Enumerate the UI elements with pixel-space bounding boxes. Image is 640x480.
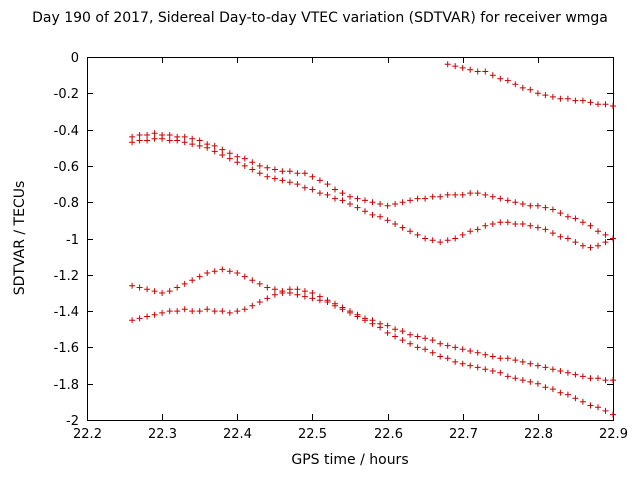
x-tick-label: 22.3 — [148, 427, 177, 442]
x-tick-label: 22.6 — [374, 427, 403, 442]
x-tick-label: 22.8 — [524, 427, 553, 442]
chart-title: Day 190 of 2017, Sidereal Day-to-day VTE… — [32, 10, 608, 26]
y-tick-label: -1.8 — [54, 378, 79, 393]
y-tick-label: -1.6 — [54, 341, 79, 356]
plot-border — [87, 57, 614, 421]
x-tick-label: 22.7 — [449, 427, 478, 442]
y-tick-label: -1.4 — [54, 305, 79, 320]
x-tick-label: 22.2 — [73, 427, 102, 442]
series-track-2-upper — [129, 135, 616, 251]
series-track-4-lower — [129, 286, 616, 418]
y-tick-label: -0.2 — [54, 87, 79, 102]
y-tick-label: -1 — [66, 233, 79, 248]
y-tick-label: -2 — [66, 414, 79, 429]
y-tick-label: -1.2 — [54, 269, 79, 284]
y-tick-label: 0 — [71, 51, 79, 66]
y-tick-label: -0.4 — [54, 124, 79, 139]
x-tick-label: 22.5 — [298, 427, 327, 442]
x-tick-label: 22.9 — [599, 427, 628, 442]
series-track-5-top-right — [444, 61, 616, 109]
y-tick-label: -0.8 — [54, 196, 79, 211]
x-axis-label: GPS time / hours — [291, 452, 409, 468]
series-track-1-upper — [129, 130, 616, 242]
x-tick-label: 22.4 — [223, 427, 252, 442]
y-tick-label: -0.6 — [54, 160, 79, 175]
